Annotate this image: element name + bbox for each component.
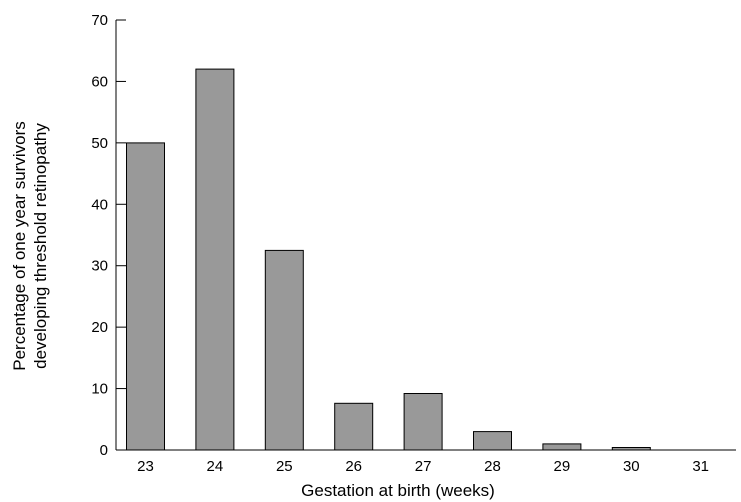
bar-25 <box>264 249 304 451</box>
x-tick-label-30: 30 <box>623 458 640 475</box>
x-tick-label-25: 25 <box>276 458 293 475</box>
x-tick-label-31: 31 <box>692 458 709 475</box>
x-tick-label-23: 23 <box>137 458 154 475</box>
x-ticks-group: 23 24 25 26 27 28 29 30 31 <box>137 458 709 475</box>
x-tick-label-28: 28 <box>484 458 501 475</box>
x-axis-label: Gestation at birth (weeks) <box>301 481 495 500</box>
bar-23 <box>126 142 165 451</box>
y-tick-label-0: 0 <box>100 442 108 459</box>
y-tick-label-10: 10 <box>91 381 108 398</box>
bar-29 <box>542 443 582 451</box>
bars-group <box>126 68 651 451</box>
y-tick-label-40: 40 <box>91 196 108 213</box>
y-tick-label-20: 20 <box>91 319 108 336</box>
y-tick-label-70: 70 <box>91 12 108 29</box>
y-tick-label-30: 30 <box>91 258 108 275</box>
x-tick-label-26: 26 <box>345 458 362 475</box>
y-tick-label-50: 50 <box>91 135 108 152</box>
bar-28 <box>473 431 512 451</box>
bar-26 <box>334 402 374 451</box>
bar-27 <box>403 393 443 451</box>
x-tick-label-27: 27 <box>415 458 432 475</box>
bar-24 <box>195 68 235 451</box>
y-axis-label-line-1: Percentage of one year survivors <box>10 121 29 370</box>
x-tick-label-29: 29 <box>554 458 571 475</box>
y-ticks-group: 0 10 20 30 40 50 60 70 <box>91 12 126 459</box>
y-tick-label-60: 60 <box>91 73 108 90</box>
y-axis-label-line-2: developing threshold retinopathy <box>31 123 50 369</box>
x-tick-label-24: 24 <box>207 458 224 475</box>
